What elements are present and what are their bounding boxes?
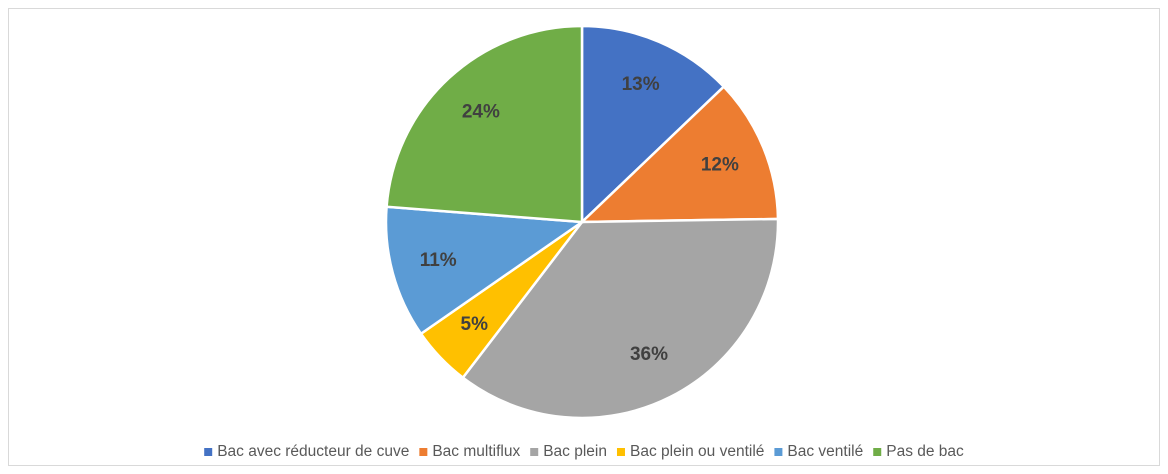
data-label: 24% (462, 102, 500, 123)
pie-slice (461, 217, 780, 420)
legend-label: Bac avec réducteur de cuve (217, 443, 409, 460)
legend-label: Bac ventilé (787, 443, 863, 460)
pie-slice (384, 205, 586, 336)
legend-swatch (204, 448, 213, 456)
data-label: 13% (622, 74, 660, 95)
data-label: 36% (630, 344, 668, 365)
data-label: 12% (701, 155, 739, 176)
legend-label: Bac plein ou ventilé (630, 443, 764, 460)
legend-label: Bac multiflux (432, 443, 520, 460)
legend: Bac avec réducteur de cuve Bac multiflux B… (204, 443, 964, 460)
pie-slice (578, 84, 780, 224)
pie-slice (385, 24, 584, 224)
legend-swatch (530, 448, 539, 456)
legend-swatch (419, 448, 428, 456)
legend-swatch (616, 448, 625, 456)
data-label: 5% (461, 314, 489, 335)
legend-label: Pas de bac (886, 443, 964, 460)
legend-swatch (873, 448, 882, 456)
data-label: 11% (420, 250, 457, 271)
pie-slice (580, 24, 726, 225)
legend-label: Bac plein (543, 443, 607, 460)
legend-swatch (774, 448, 783, 456)
